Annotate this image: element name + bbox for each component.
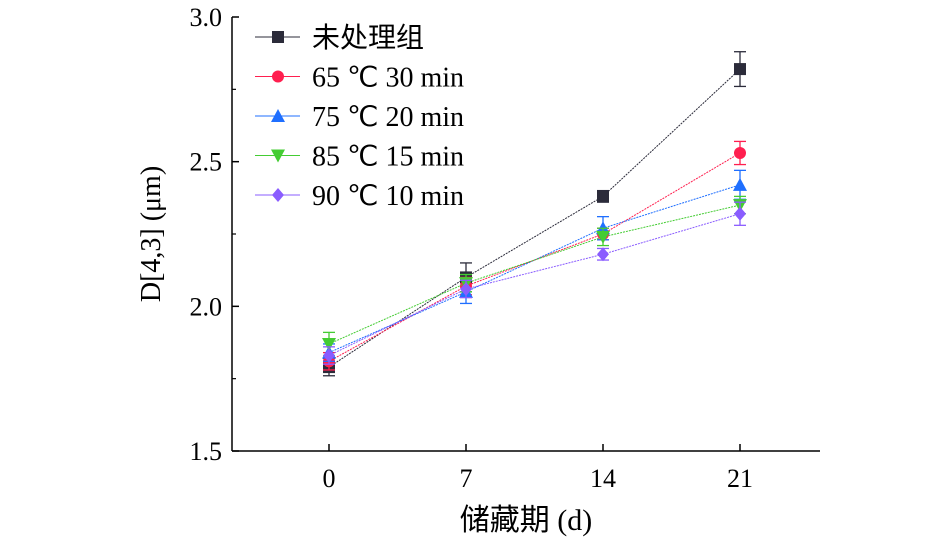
data-point [734, 206, 746, 221]
series-line [328, 213, 741, 356]
x-tick-label: 7 [460, 464, 473, 493]
legend-marker [271, 149, 285, 163]
data-point [597, 247, 609, 262]
legend-marker [271, 109, 285, 122]
legend-marker [272, 70, 284, 83]
legend-label: 90 ℃ 10 min [312, 181, 464, 212]
x-tick-label: 21 [727, 464, 753, 493]
x-tick-label: 0 [323, 464, 336, 493]
x-axis-label: 储藏期 (d) [460, 504, 592, 537]
data-point [597, 190, 609, 203]
data-point [734, 63, 746, 76]
data-point [323, 348, 335, 363]
y-tick-label: 2.5 [190, 148, 223, 177]
legend-label: 65 ℃ 30 min [312, 63, 464, 94]
series-line [328, 204, 741, 345]
legend-label: 75 ℃ 20 min [312, 102, 464, 133]
y-tick-label: 3.0 [190, 3, 223, 32]
y-tick-label: 1.5 [190, 437, 223, 466]
legend-marker [272, 188, 284, 202]
data-point [596, 230, 610, 244]
y-axis-label: D[4,3] (μm) [136, 166, 167, 302]
data-point [322, 337, 336, 351]
data-point [460, 281, 472, 296]
data-point [734, 146, 746, 159]
legend-marker [272, 31, 284, 43]
legend-label: 未处理组 [312, 22, 424, 54]
legend-label: 85 ℃ 15 min [312, 142, 464, 173]
y-tick-label: 2.0 [190, 292, 223, 321]
data-point [733, 177, 747, 191]
x-tick-label: 14 [590, 464, 616, 493]
